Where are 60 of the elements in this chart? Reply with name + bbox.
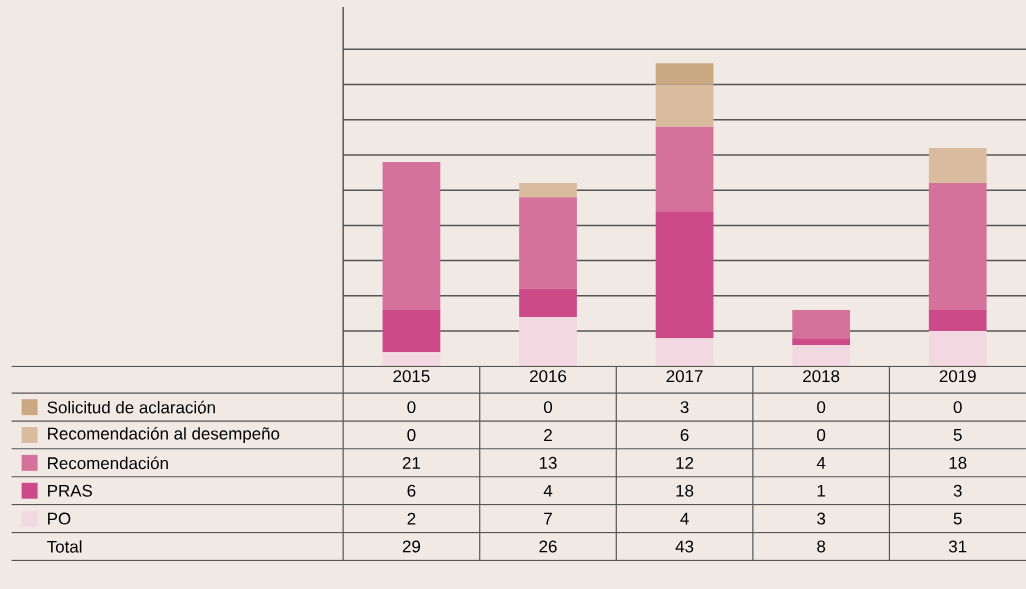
- data-label: 2: [407, 512, 416, 525]
- text: Total: [47, 540, 82, 553]
- data-label: 6: [680, 428, 689, 441]
- data-label: 0: [953, 400, 962, 413]
- data-label: 18: [676, 484, 694, 497]
- x-tick-label: 2018: [803, 370, 840, 382]
- legend-label: PO: [48, 512, 71, 525]
- bar: [382, 309, 441, 353]
- data-label: 5: [953, 512, 962, 525]
- data-label: 5: [953, 428, 962, 441]
- x-tick-label: 2015: [393, 370, 430, 382]
- data-label: 4: [680, 512, 689, 525]
- legend-label: PRAS: [48, 484, 93, 497]
- text: 31: [948, 540, 967, 553]
- data-label: 0: [407, 400, 416, 413]
- bar: [655, 84, 714, 127]
- data-label: 18: [949, 456, 967, 469]
- bar: [519, 288, 577, 317]
- bar: [655, 63, 714, 85]
- text: 26: [539, 540, 557, 553]
- bar: [792, 309, 851, 338]
- x-tick-label: 2019: [939, 370, 976, 382]
- data-label: 13: [539, 456, 557, 469]
- data-label: 21: [402, 456, 421, 469]
- data-label: 0: [817, 428, 826, 441]
- data-label: 4: [816, 456, 826, 469]
- bar: [928, 309, 987, 331]
- bar: [928, 330, 987, 367]
- bar: [655, 337, 714, 367]
- legend-label: Recomendación al desempeño: [48, 426, 280, 443]
- data-label: 2: [544, 428, 552, 441]
- text: 29: [402, 540, 421, 553]
- text: 8: [817, 540, 826, 553]
- bar: [792, 345, 851, 367]
- bar: [928, 147, 987, 183]
- data-label: 3: [953, 484, 962, 497]
- legend-label: Recomendación: [48, 456, 168, 470]
- bar: [519, 182, 577, 198]
- bar: [519, 316, 577, 367]
- bar: [519, 197, 577, 289]
- bar: [928, 182, 987, 310]
- bar: [655, 211, 714, 338]
- data-label: 6: [407, 484, 416, 497]
- bar: [382, 352, 441, 367]
- legend-label: Solicitud de aclaración: [47, 400, 215, 414]
- data-label: 3: [817, 512, 826, 525]
- data-label: 4: [543, 484, 553, 497]
- text: 43: [675, 540, 694, 553]
- data-label: 0: [543, 400, 553, 413]
- bar: [382, 161, 441, 310]
- x-tick-label: 2017: [666, 370, 703, 382]
- bar: [655, 126, 714, 212]
- data-label: 7: [544, 512, 552, 525]
- data-label: 0: [817, 400, 826, 413]
- data-label: 1: [817, 484, 826, 497]
- x-tick-label: 2016: [530, 370, 567, 382]
- data-label: 3: [680, 400, 689, 413]
- data-label: 12: [676, 456, 694, 469]
- data-label: 0: [407, 428, 416, 441]
- bar: [792, 337, 851, 346]
